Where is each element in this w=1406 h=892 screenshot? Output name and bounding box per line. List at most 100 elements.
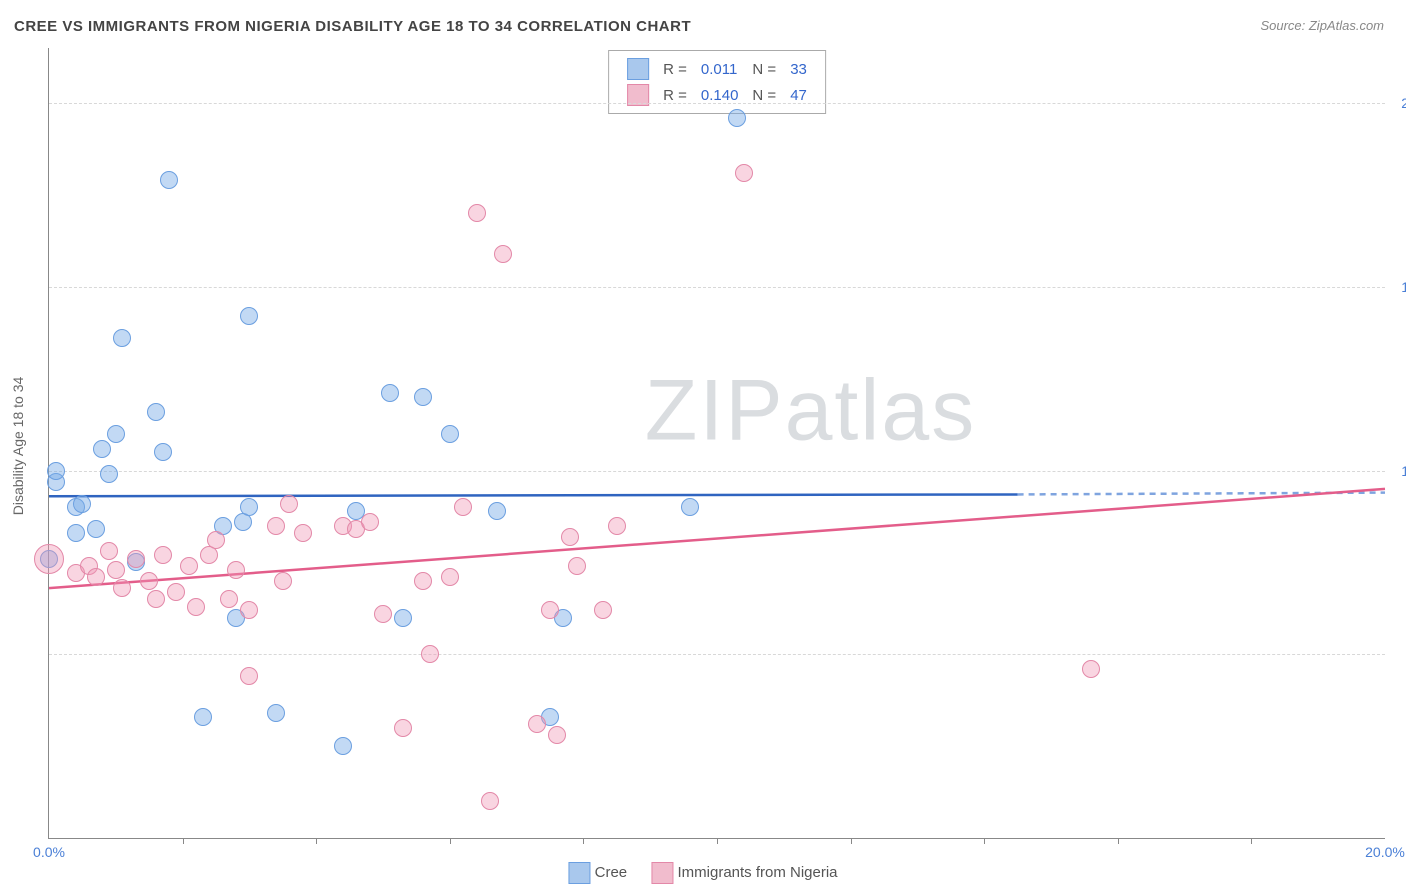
data-point	[481, 792, 499, 810]
y-axis-title: Disability Age 18 to 34	[10, 377, 26, 516]
gridline	[49, 287, 1385, 288]
data-point	[73, 495, 91, 513]
data-point	[34, 544, 64, 574]
data-point	[267, 704, 285, 722]
data-point	[1082, 660, 1100, 678]
source-attribution: Source: ZipAtlas.com	[1260, 18, 1384, 33]
correlation-legend: R = 0.011 N = 33 R = 0.140 N = 47	[608, 50, 826, 114]
y-tick-label: 10.0%	[1391, 463, 1406, 479]
x-tick-label: 20.0%	[1365, 844, 1405, 860]
legend-label: Cree	[595, 864, 628, 881]
data-point	[454, 498, 472, 516]
data-point	[374, 605, 392, 623]
data-point	[47, 462, 65, 480]
data-point	[240, 307, 258, 325]
data-point	[167, 583, 185, 601]
legend-n-value: 33	[784, 57, 813, 81]
gridline	[49, 103, 1385, 104]
data-point	[394, 609, 412, 627]
x-tick-label: 0.0%	[33, 844, 65, 860]
data-point	[594, 601, 612, 619]
data-point	[147, 403, 165, 421]
x-tick-mark	[183, 838, 184, 844]
data-point	[608, 517, 626, 535]
x-tick-mark	[450, 838, 451, 844]
data-point	[220, 590, 238, 608]
data-point	[154, 546, 172, 564]
y-tick-label: 15.0%	[1391, 279, 1406, 295]
gridline	[49, 471, 1385, 472]
data-point	[240, 601, 258, 619]
gridline	[49, 654, 1385, 655]
x-tick-mark	[583, 838, 584, 844]
x-tick-mark	[1118, 838, 1119, 844]
x-tick-mark	[316, 838, 317, 844]
data-point	[87, 520, 105, 538]
x-tick-mark	[851, 838, 852, 844]
y-tick-label: 20.0%	[1391, 95, 1406, 111]
data-point	[541, 601, 559, 619]
data-point	[113, 329, 131, 347]
data-point	[274, 572, 292, 590]
data-point	[93, 440, 111, 458]
chart-header: CREE VS IMMIGRANTS FROM NIGERIA DISABILI…	[0, 0, 1406, 40]
legend-swatch	[627, 58, 649, 80]
legend-r-label: R =	[657, 57, 693, 81]
data-point	[240, 498, 258, 516]
data-point	[441, 568, 459, 586]
data-point	[421, 645, 439, 663]
data-point	[100, 465, 118, 483]
data-point	[394, 719, 412, 737]
data-point	[154, 443, 172, 461]
legend-item: Immigrants from Nigeria	[651, 864, 837, 881]
legend-r-value: 0.011	[695, 57, 745, 81]
x-tick-mark	[717, 838, 718, 844]
data-point	[468, 204, 486, 222]
data-point	[107, 561, 125, 579]
legend-item: Cree	[568, 864, 631, 881]
data-point	[414, 388, 432, 406]
x-tick-mark	[984, 838, 985, 844]
data-point	[528, 715, 546, 733]
data-point	[361, 513, 379, 531]
data-point	[267, 517, 285, 535]
data-point	[568, 557, 586, 575]
data-point	[735, 164, 753, 182]
data-point	[494, 245, 512, 263]
data-point	[240, 667, 258, 685]
legend-swatch	[651, 862, 673, 884]
data-point	[488, 502, 506, 520]
data-point	[548, 726, 566, 744]
chart-title: CREE VS IMMIGRANTS FROM NIGERIA DISABILI…	[14, 18, 691, 35]
data-point	[728, 109, 746, 127]
data-point	[147, 590, 165, 608]
legend-label: Immigrants from Nigeria	[677, 864, 837, 881]
x-tick-mark	[1251, 838, 1252, 844]
regression-lines-layer	[49, 48, 1385, 838]
data-point	[280, 495, 298, 513]
scatter-plot-area: ZIPatlas R = 0.011 N = 33 R = 0.140 N = …	[48, 48, 1385, 839]
data-point	[334, 737, 352, 755]
data-point	[100, 542, 118, 560]
data-point	[107, 425, 125, 443]
data-point	[561, 528, 579, 546]
legend-n-label: N =	[746, 57, 782, 81]
data-point	[87, 568, 105, 586]
data-point	[294, 524, 312, 542]
legend-swatch	[568, 862, 590, 884]
data-point	[441, 425, 459, 443]
data-point	[681, 498, 699, 516]
data-point	[67, 524, 85, 542]
data-point	[207, 531, 225, 549]
data-point	[180, 557, 198, 575]
series-legend: Cree Immigrants from Nigeria	[558, 862, 847, 884]
data-point	[381, 384, 399, 402]
data-point	[127, 550, 145, 568]
y-tick-label: 5.0%	[1391, 646, 1406, 662]
data-point	[227, 561, 245, 579]
data-point	[113, 579, 131, 597]
watermark: ZIPatlas	[645, 362, 976, 461]
data-point	[187, 598, 205, 616]
data-point	[414, 572, 432, 590]
data-point	[160, 171, 178, 189]
